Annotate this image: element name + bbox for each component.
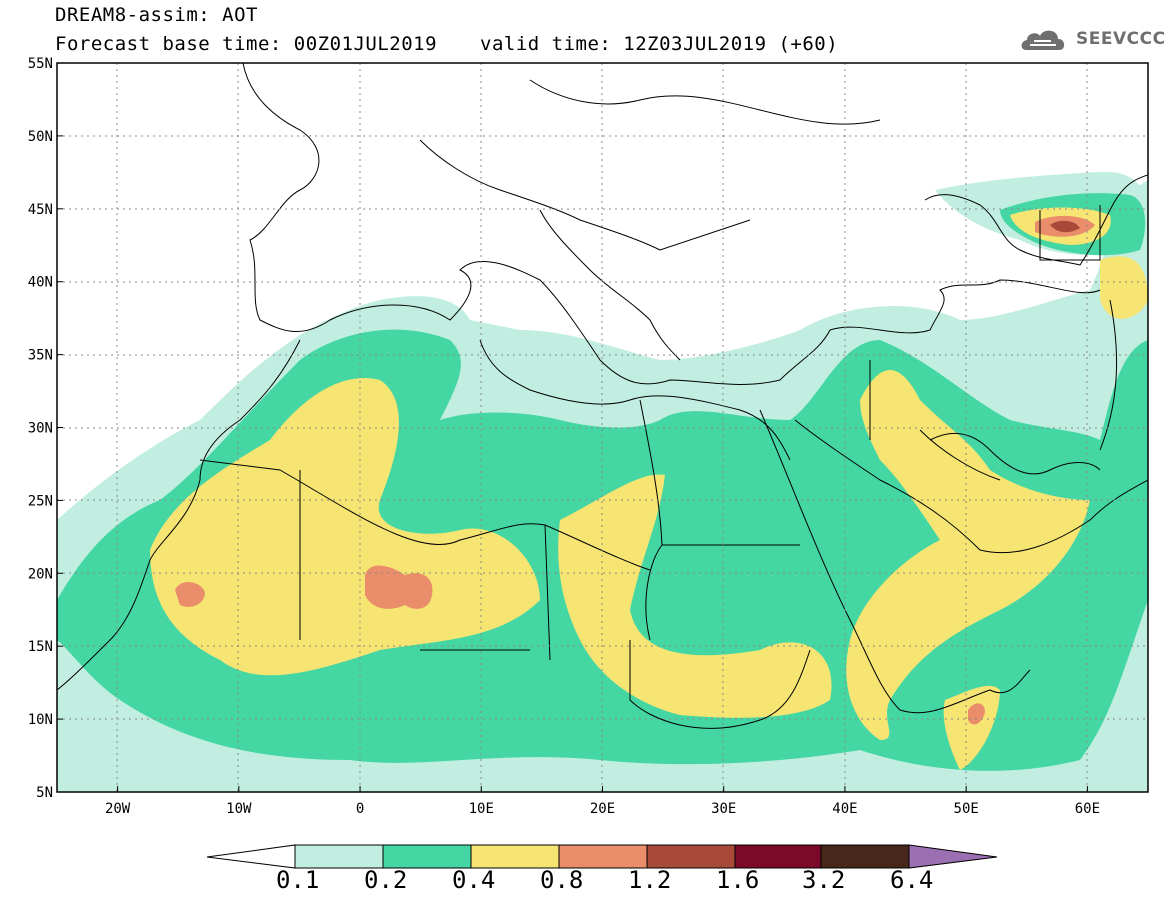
colorbar-swatch-1 <box>294 844 384 869</box>
latitude-labels: 55N 50N 45N 40N 35N 30N 25N 20N 15N 10N 5N <box>28 56 63 801</box>
colorbar-swatch-6 <box>734 844 822 869</box>
lon-label: 10E <box>469 801 494 817</box>
lat-label: 30N <box>28 421 53 437</box>
lat-label: 55N <box>28 56 53 72</box>
lon-label: 60E <box>1075 801 1100 817</box>
lon-label: 20W <box>105 801 131 817</box>
lon-label: 50E <box>954 801 979 817</box>
valid-time: valid time: 12Z03JUL2019 (+60) <box>480 33 839 55</box>
lat-label: 5N <box>36 785 53 801</box>
colorbar-lower-arrow <box>206 844 296 869</box>
aot-band-0.8-mali <box>365 565 433 609</box>
lat-label: 20N <box>28 566 53 582</box>
colorbar-label-1: 0.1 <box>276 866 320 894</box>
aot-band-1.2-caspian <box>1050 220 1080 233</box>
lat-label: 25N <box>28 493 53 509</box>
lon-label: 10W <box>226 801 252 817</box>
lon-label: 40E <box>832 801 857 817</box>
colorbar-swatch-5 <box>646 844 736 869</box>
colorbar-swatch-4 <box>558 844 648 869</box>
aot-band-0.8-somalia <box>968 703 985 725</box>
lon-label: 30E <box>711 801 736 817</box>
lat-label: 10N <box>28 712 53 728</box>
logo-text: SEEVCCC <box>1076 29 1165 49</box>
lon-label: 0 <box>356 801 364 817</box>
aot-band-0.4-east <box>846 370 1090 740</box>
colorbar-label-6: 1.6 <box>716 866 760 894</box>
colorbar-label-3: 0.4 <box>452 866 496 894</box>
lat-label: 45N <box>28 202 53 218</box>
cloud-logo-icon <box>1021 30 1065 50</box>
colorbar-label-7: 3.2 <box>802 866 846 894</box>
lat-label: 50N <box>28 129 53 145</box>
forecast-base-time: Forecast base time: 00Z01JUL2019 <box>55 33 438 55</box>
aot-band-0.4-iran <box>1100 256 1148 319</box>
aot-band-0.4-somalia <box>943 685 1000 770</box>
map-title: DREAM8-assim: AOT <box>55 4 258 26</box>
aot-band-0.4-central <box>558 474 832 718</box>
aot-band-0.8-mauritania <box>175 581 205 607</box>
lat-label: 35N <box>28 348 53 364</box>
colorbar-label-5: 1.2 <box>628 866 672 894</box>
graticule <box>57 63 1148 792</box>
coastlines <box>57 63 1148 729</box>
colorbar-upper-arrow <box>908 844 998 869</box>
lat-label: 40N <box>28 275 53 291</box>
lat-label: 15N <box>28 639 53 655</box>
colorbar-swatch-3 <box>470 844 560 869</box>
colorbar-label-4: 0.8 <box>540 866 584 894</box>
colorbar <box>206 844 998 869</box>
lon-label: 20E <box>590 801 615 817</box>
aot-band-0.4-west <box>150 378 540 676</box>
colorbar-swatch-2 <box>382 844 472 869</box>
colorbar-label-8: 6.4 <box>890 866 934 894</box>
longitude-labels: 20W 10W 0 10E 20E 30E 40E 50E 60E <box>105 786 1100 817</box>
colorbar-label-2: 0.2 <box>364 866 408 894</box>
colorbar-swatch-7 <box>820 844 910 869</box>
